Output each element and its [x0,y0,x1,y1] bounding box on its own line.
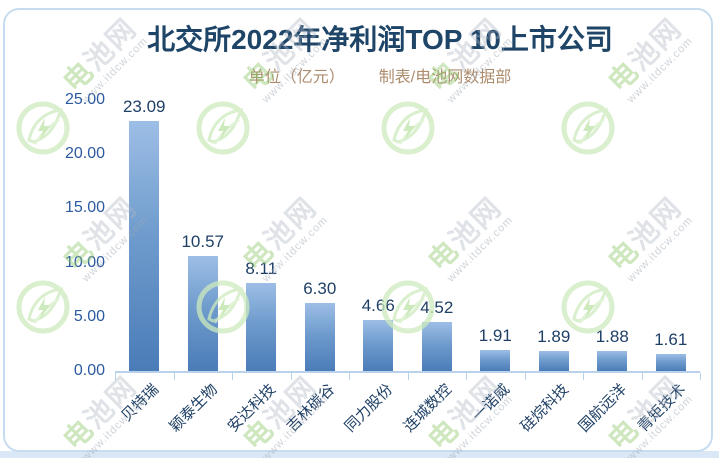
y-axis-tick-label: 15.00 [64,199,105,217]
x-axis-tick [583,373,584,380]
bar [597,350,628,371]
x-axis-tick [173,373,175,380]
x-axis-tick [641,373,643,380]
bar-value-label: 23.09 [122,96,166,116]
bar [421,322,452,371]
page-title: 北交所2022年净利润TOP 10上市公司 [147,24,613,55]
x-axis-tick [349,373,350,380]
y-axis-tick-label: 10.00 [64,253,105,271]
bar [655,353,686,371]
bar [538,350,569,371]
bar [246,283,277,371]
y-axis-tick-label: 0.00 [73,362,105,379]
y-axis-tick-label: 20.00 [64,145,105,163]
x-axis-tick [290,373,292,380]
bar-value-label: 8.11 [245,259,278,279]
y-axis-tick-label: 25.00 [64,91,105,108]
x-axis-tick [524,373,526,380]
x-axis-tick [407,373,409,380]
x-axis-tick [466,373,467,380]
bar [187,256,218,371]
x-axis-tick [115,373,116,380]
bottom-strip [0,451,719,458]
bar [129,120,160,371]
unit-label: 单位（亿元） [248,69,345,86]
bar [480,350,511,371]
y-axis-tick-label: 5.00 [73,307,105,325]
bar-value-label: 1.61 [654,329,688,349]
bar [304,302,335,371]
bar-value-label: 10.57 [181,232,225,252]
bar [363,320,394,371]
credit-label: 制表/电池网数据部 [378,69,512,86]
x-axis-tick [232,373,233,380]
bar-value-label: 4.52 [420,298,454,317]
bar-value-label: 1.91 [478,326,512,346]
bar-value-label: 6.30 [303,278,337,298]
x-axis-line [115,371,700,373]
chart-subtitle: 单位（亿元） 制表/电池网数据部 [100,63,660,87]
x-axis-tick [700,373,701,380]
